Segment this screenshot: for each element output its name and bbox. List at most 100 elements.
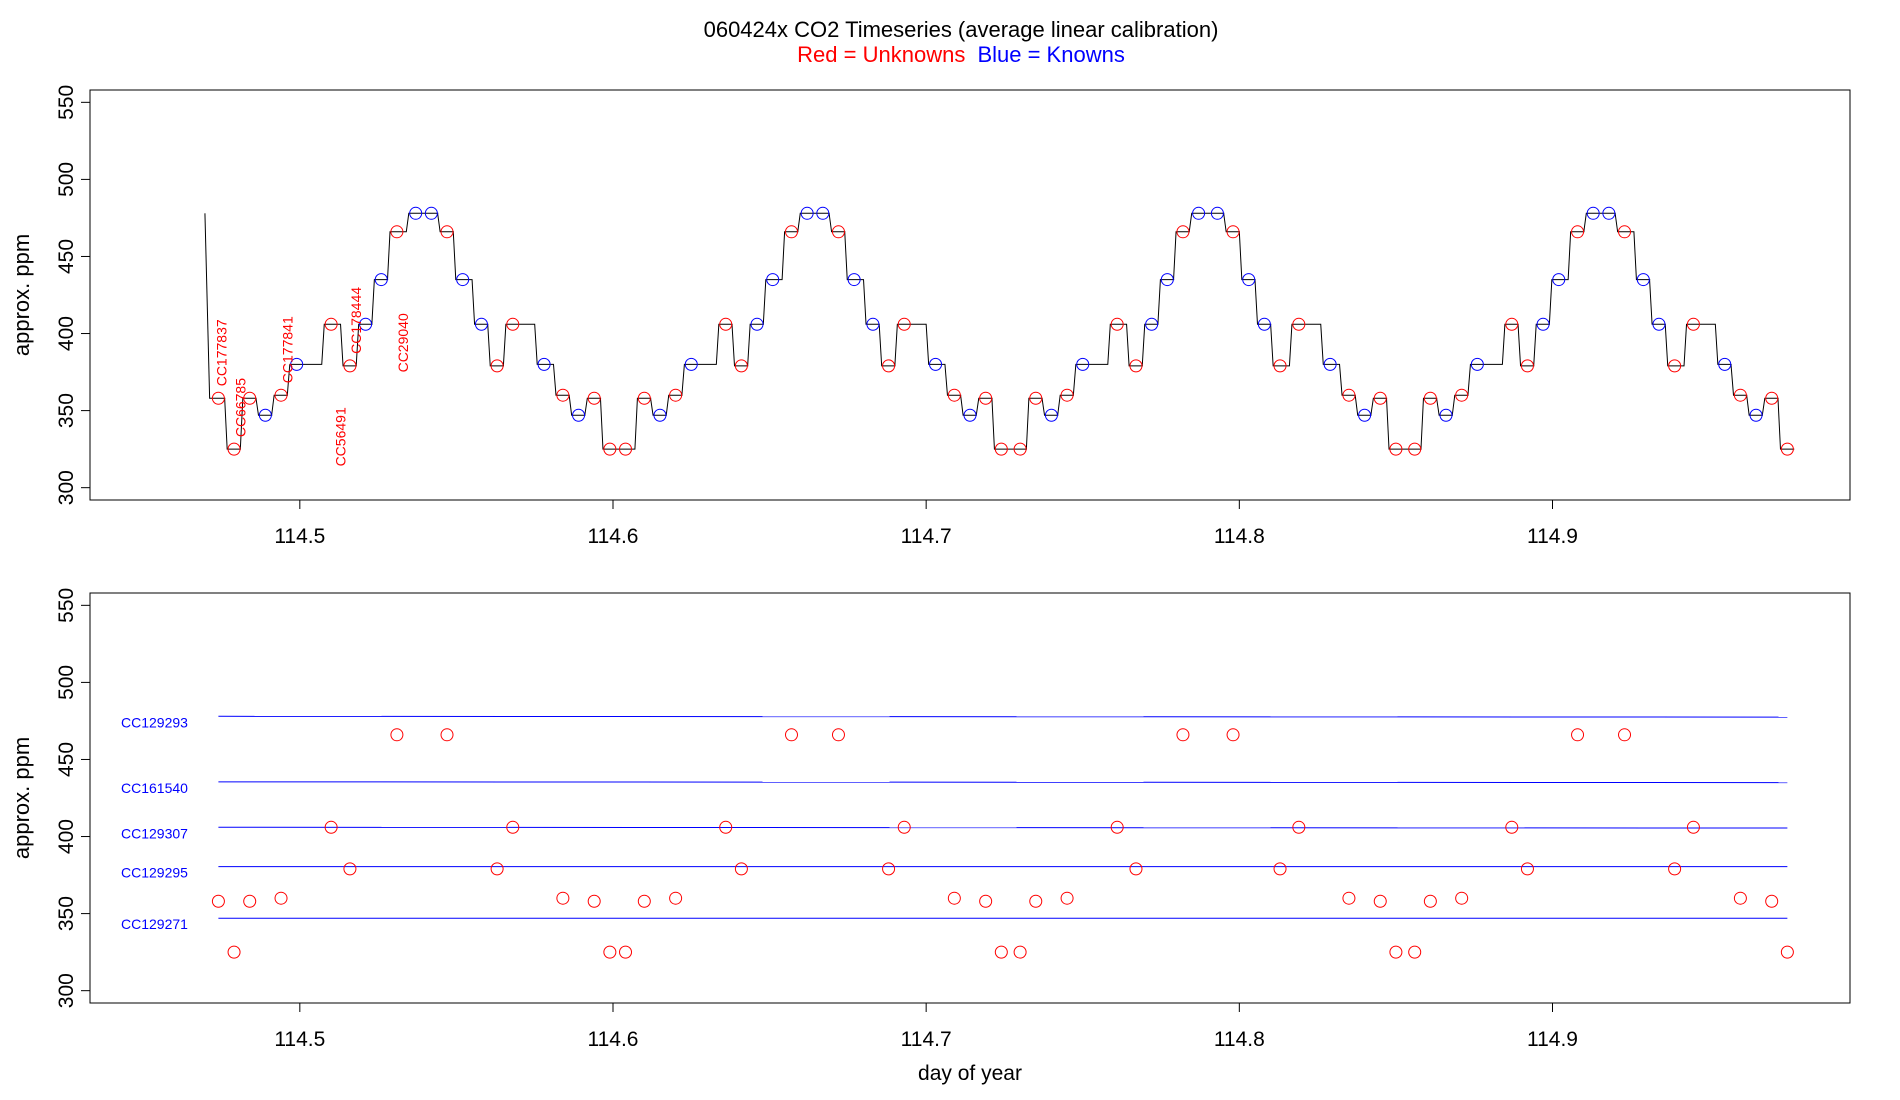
unknown-sample-point <box>1733 891 1747 905</box>
unknown-sample-point <box>211 391 225 405</box>
co2-step-line <box>204 212 1795 450</box>
unknown-sample-point <box>1423 894 1437 908</box>
unknown-sample-point <box>343 359 357 373</box>
known-sample-point <box>929 357 943 371</box>
unknown-sample-point <box>669 891 683 905</box>
known-sample-point <box>474 317 488 331</box>
x-tick-label: 114.6 <box>587 1028 638 1051</box>
unknown-sample-point <box>1110 820 1124 834</box>
unknown-sample-point <box>979 894 993 908</box>
unknown-sample-point <box>1520 862 1534 876</box>
known-sample-point <box>750 317 764 331</box>
unknown-sample-point <box>734 359 748 373</box>
unknown-sample-point <box>1013 442 1027 456</box>
legend-unknowns: Red = Unknowns <box>797 42 965 67</box>
unknown-sample-point <box>274 891 288 905</box>
unknown-sample-point <box>1520 359 1534 373</box>
known-sample-point <box>1439 408 1453 422</box>
known-sample-point <box>456 273 470 287</box>
unknown-sample-point <box>1342 891 1356 905</box>
x-tick-label: 114.9 <box>1527 1028 1578 1051</box>
unknown-sample-point <box>1765 391 1779 405</box>
known-sample-point <box>1652 317 1666 331</box>
color-legend: Red = Unknowns Blue = Knowns <box>797 42 1125 67</box>
unknown-sample-point <box>1733 388 1747 402</box>
unknown-sample-point <box>947 388 961 402</box>
y-axis-label: approx. ppm <box>9 737 34 859</box>
unknown-sample-point <box>619 442 633 456</box>
unknown-sample-point <box>1686 317 1700 331</box>
unknown-sample-point <box>1292 820 1306 834</box>
unknown-sample-point <box>506 317 520 331</box>
known-sample-point <box>1358 408 1372 422</box>
known-sample-point <box>766 273 780 287</box>
unknown-sample-point <box>1780 442 1794 456</box>
unknown-sample-point <box>1129 862 1143 876</box>
known-sample-point <box>258 408 272 422</box>
y-tick-label: 550 <box>55 85 78 120</box>
unknown-sample-point <box>1389 442 1403 456</box>
unknown-sample-point <box>1505 317 1519 331</box>
plot-frame <box>89 89 1851 501</box>
unknown-sample-point <box>1618 728 1632 742</box>
unknown-sample-point <box>897 317 911 331</box>
y-tick-label: 550 <box>55 588 78 623</box>
known-sample-point <box>1586 206 1600 220</box>
unknown-sample-point <box>1060 891 1074 905</box>
unknown-sample-point <box>1765 894 1779 908</box>
known-sample-point <box>847 273 861 287</box>
known-sample-point <box>653 408 667 422</box>
unknown-sample-point <box>556 891 570 905</box>
y-tick-label: 300 <box>55 973 78 1008</box>
known-sample-point <box>800 206 814 220</box>
x-tick-label: 114.7 <box>901 1028 952 1051</box>
reference-panel: 300 350 400 450 500 550 114.5 114.6 114.7 114.8 11… <box>9 588 1851 1085</box>
unknown-sample-point <box>1129 359 1143 373</box>
unknown-sample-point <box>1176 225 1190 239</box>
reference-line <box>218 781 1788 784</box>
plot-area <box>211 715 1794 959</box>
unknown-sample-point <box>1455 388 1469 402</box>
unknown-sample-point <box>1373 391 1387 405</box>
unknown-sample-point <box>1686 820 1700 834</box>
cylinder-annotation: CC177837 <box>214 319 230 386</box>
unknown-sample-point <box>324 820 338 834</box>
unknown-sample-point <box>1029 391 1043 405</box>
unknown-sample-point <box>619 945 633 959</box>
unknown-sample-point <box>211 894 225 908</box>
unknown-sample-point <box>994 442 1008 456</box>
unknown-sample-point <box>440 225 454 239</box>
unknown-sample-point <box>587 894 601 908</box>
cylinder-annotation: CC177841 <box>279 316 295 383</box>
known-sample-point <box>684 357 698 371</box>
known-sample-point <box>866 317 880 331</box>
unknown-sample-point <box>1292 317 1306 331</box>
known-sample-point <box>1323 357 1337 371</box>
known-sample-point <box>572 408 586 422</box>
unknown-sample-point <box>274 388 288 402</box>
unknown-sample-point <box>1060 388 1074 402</box>
unknown-sample-point <box>637 391 651 405</box>
known-sample-point <box>1536 317 1550 331</box>
unknown-sample-point <box>490 862 504 876</box>
unknown-sample-point <box>784 225 798 239</box>
unknown-sample-point <box>994 945 1008 959</box>
reference-line-label: CC129271 <box>121 916 188 932</box>
known-sample-point <box>1749 408 1763 422</box>
reference-line-label: CC129295 <box>121 865 188 881</box>
known-sample-point <box>1242 273 1256 287</box>
unknown-sample-point <box>440 728 454 742</box>
y-tick-label: 450 <box>55 239 78 274</box>
unknown-sample-point <box>719 820 733 834</box>
y-tick-label: 350 <box>55 896 78 931</box>
known-sample-point <box>290 357 304 371</box>
known-sample-point <box>1552 273 1566 287</box>
x-tick-label: 114.5 <box>274 525 325 548</box>
reference-line <box>218 715 1788 718</box>
unknown-sample-point <box>243 894 257 908</box>
unknown-sample-point <box>1668 359 1682 373</box>
reference-line <box>218 826 1788 829</box>
unknown-sample-point <box>1668 862 1682 876</box>
y-tick-label: 400 <box>55 819 78 854</box>
